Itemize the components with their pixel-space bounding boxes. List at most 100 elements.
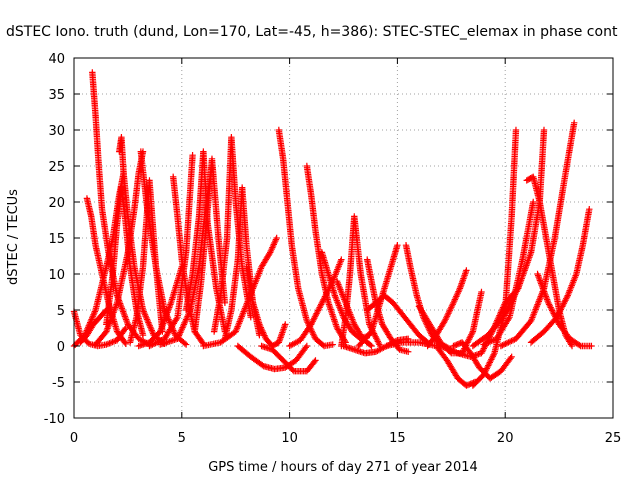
data-point (152, 339, 159, 347)
x-tick-label: 20 (497, 431, 514, 446)
series-9 (126, 177, 166, 346)
series-40 (480, 198, 537, 348)
y-tick-label: 0 (57, 340, 65, 355)
series-27 (338, 213, 384, 350)
data-point (149, 341, 156, 348)
data-point (368, 342, 375, 350)
data-point (540, 126, 548, 134)
data-point (444, 311, 451, 318)
data-point (570, 119, 578, 126)
data-point (505, 339, 512, 346)
series-38 (469, 126, 520, 389)
data-point (576, 341, 583, 349)
data-point (508, 353, 515, 360)
data-point (182, 341, 190, 348)
data-point (446, 307, 454, 314)
series-19 (243, 263, 289, 350)
series-37 (450, 339, 515, 382)
y-tick-label: 40 (48, 52, 65, 67)
data-point (404, 348, 412, 355)
data-point (273, 234, 280, 242)
data-point (309, 329, 316, 336)
data-point (122, 324, 129, 332)
data-point (499, 342, 506, 349)
data-point (508, 337, 515, 345)
data-point (122, 340, 129, 348)
data-point (503, 339, 511, 347)
data-point (302, 344, 309, 351)
chart-title: dSTEC Iono. truth (dund, Lon=170, Lat=-4… (6, 24, 618, 40)
series-31 (355, 242, 401, 350)
series-22 (258, 342, 319, 375)
data-point (259, 361, 266, 369)
grid (74, 58, 613, 418)
x-tick-label: 0 (70, 431, 78, 446)
data-point (150, 340, 158, 348)
data-point (509, 337, 517, 344)
data-point (463, 267, 470, 274)
data-point (247, 314, 254, 321)
y-tick-label: 20 (48, 196, 65, 211)
data-point (453, 349, 460, 356)
data-point (445, 310, 452, 317)
data-point (502, 340, 509, 348)
series-43 (527, 206, 593, 346)
data-point (338, 256, 345, 263)
data-point (586, 206, 593, 213)
data-point (442, 316, 449, 323)
data-point (153, 339, 161, 346)
series-32 (402, 242, 453, 353)
data-point (507, 355, 514, 362)
data-point (310, 331, 317, 338)
data-point (448, 304, 455, 311)
y-axis-label: dSTEC / TECUs (6, 189, 21, 285)
data-point (394, 242, 401, 249)
data-point (146, 342, 153, 350)
y-tick-label: -5 (52, 376, 65, 391)
data-point (506, 338, 514, 345)
x-axis-label: GPS time / hours of day 271 of year 2014 (208, 460, 478, 475)
data-point (208, 162, 216, 170)
data-point (181, 340, 188, 347)
series-7 (92, 148, 147, 348)
y-tick-label: 15 (48, 232, 65, 247)
data-point (512, 126, 520, 134)
data-point (329, 341, 336, 348)
data-point (449, 301, 456, 308)
data-point (448, 302, 456, 309)
data-point (497, 342, 505, 350)
data-point (282, 321, 289, 328)
y-tick-label: -10 (44, 412, 65, 427)
data-point (221, 299, 229, 306)
y-tick-label: 35 (48, 88, 65, 103)
data-point (312, 357, 319, 364)
y-tick-label: 25 (48, 160, 65, 175)
data-point (588, 342, 595, 350)
data-point (189, 152, 196, 159)
series-18 (200, 234, 280, 350)
data-point (478, 288, 485, 296)
y-tick-label: 5 (57, 304, 65, 319)
data-point (443, 313, 451, 320)
data-point (367, 341, 374, 349)
data-point (443, 314, 450, 321)
data-point (441, 317, 449, 324)
data-point (147, 342, 155, 349)
data-point (303, 342, 311, 350)
data-point (568, 342, 576, 350)
x-tick-label: 5 (178, 431, 186, 446)
x-tick-label: 10 (281, 431, 298, 446)
data-point (500, 341, 508, 348)
x-tick-label: 25 (605, 431, 622, 446)
data-point (289, 366, 296, 374)
data-point (139, 332, 147, 339)
data-marks (70, 69, 595, 389)
y-tick-label: 30 (48, 124, 65, 139)
series-44 (534, 270, 595, 350)
data-point (310, 332, 318, 339)
series-21 (275, 126, 336, 350)
data-point (303, 317, 311, 324)
data-point (447, 305, 454, 312)
